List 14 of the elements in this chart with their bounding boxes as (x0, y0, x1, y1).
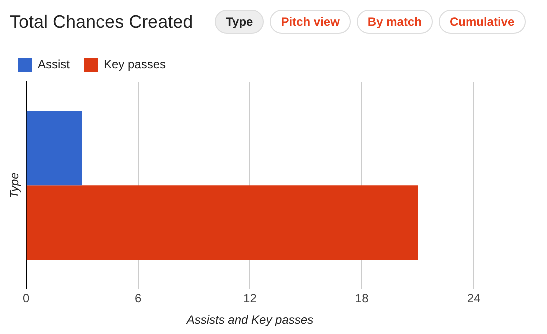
toggle-button: By match (356, 10, 433, 34)
toggle-button: Type (215, 10, 264, 34)
x-tick-label: 0 (23, 292, 30, 306)
toggle-button: Cumulative (438, 10, 526, 34)
y-axis-title: Type (8, 172, 22, 198)
x-tick-label: 18 (355, 292, 370, 306)
chart-title: Total Chances Created (10, 12, 194, 32)
x-tick-label: 12 (244, 292, 258, 306)
x-tick-label: 6 (134, 292, 142, 306)
legend-label: Assist (38, 57, 71, 72)
x-tick-label: 24 (467, 292, 481, 306)
toggle-button: Pitch view (270, 10, 351, 34)
x-axis-title: Assists and Key passes (186, 313, 314, 328)
legend-label: Key passes (104, 57, 166, 72)
